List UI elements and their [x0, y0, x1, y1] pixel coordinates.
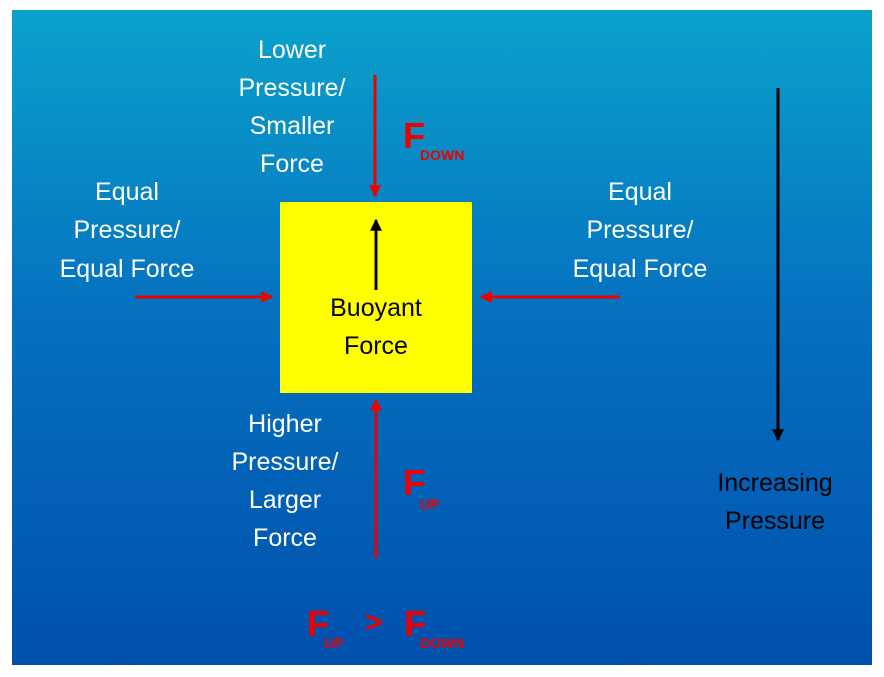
force-symbol: F [404, 603, 426, 644]
label-line: Pressure/ [232, 448, 339, 476]
f-down: F DOWN [403, 115, 464, 163]
force-subscript: DOWN [420, 147, 464, 163]
f-up: F UP [403, 462, 439, 512]
comparison: F UP > F DOWN [307, 603, 464, 651]
force-subscript: DOWN [420, 635, 464, 651]
operator: > [365, 606, 383, 639]
pressure-label: Increasing Pressure [717, 469, 832, 535]
label-line: Pressure/ [239, 74, 346, 102]
label-line: Pressure [725, 507, 825, 535]
force-symbol: F [403, 462, 425, 503]
right-label: Equal Pressure/ Equal Force [573, 178, 708, 283]
label-line: Equal Force [573, 255, 708, 283]
label-line: Pressure/ [587, 216, 694, 244]
label-line: Force [344, 332, 408, 360]
force-subscript: UP [324, 635, 343, 651]
box-label: Buoyant Force [330, 294, 422, 360]
label-line: Smaller [250, 112, 335, 140]
top-label: Lower Pressure/ Smaller Force [239, 36, 346, 178]
label-line: Pressure/ [74, 216, 181, 244]
force-symbol: F [403, 115, 425, 156]
force-subscript: UP [420, 496, 439, 512]
label-line: Force [253, 524, 317, 552]
label-line: Lower [258, 36, 326, 64]
left-label: Equal Pressure/ Equal Force [60, 178, 195, 283]
force-symbol: F [307, 603, 329, 644]
label-line: Equal Force [60, 255, 195, 283]
label-line: Force [260, 150, 324, 178]
label-line: Equal [608, 178, 672, 206]
label-line: Larger [249, 486, 321, 514]
label-line: Equal [95, 178, 159, 206]
label-line: Increasing [717, 469, 832, 497]
label-line: Higher [248, 410, 322, 438]
label-line: Buoyant [330, 294, 422, 322]
bottom-label: Higher Pressure/ Larger Force [232, 410, 339, 552]
